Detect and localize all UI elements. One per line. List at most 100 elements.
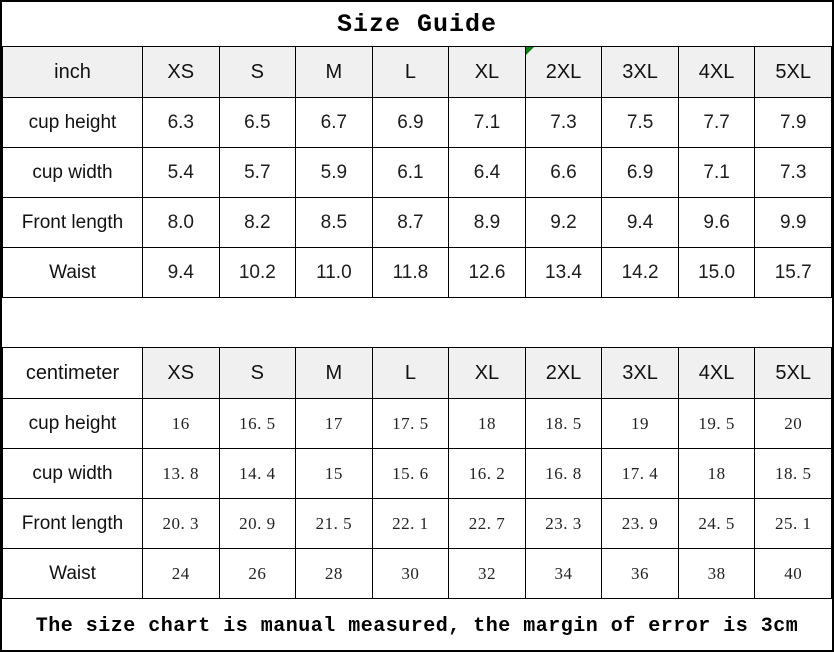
table-row: Front length 8.0 8.2 8.5 8.7 8.9 9.2 9.4…: [2, 197, 832, 248]
size-value-cell: 12.6: [448, 247, 526, 298]
size-value-cell: 7.3: [524, 97, 603, 148]
size-value-cell: 16. 5: [218, 398, 297, 449]
size-value-cell: 13. 8: [142, 448, 220, 499]
row-label: cup height: [2, 97, 143, 148]
size-value-cell: 14. 4: [218, 448, 297, 499]
size-value-cell: 17. 5: [371, 398, 450, 449]
size-value-cell: 15.7: [754, 247, 832, 298]
page-title: Size Guide: [336, 9, 498, 39]
size-column-header: S: [218, 347, 297, 399]
row-label: cup width: [2, 147, 143, 198]
unit-header-centimeter: centimeter: [2, 347, 143, 399]
size-column-header: M: [295, 46, 373, 98]
size-column-header: M: [295, 347, 373, 399]
table-row: Waist 24 26 28 30 32 34 36 38 40: [2, 548, 832, 599]
size-value-cell: 38: [677, 548, 756, 599]
size-value-cell: 7.1: [677, 147, 756, 198]
size-value-cell: 16. 8: [524, 448, 603, 499]
size-value-cell: 6.9: [601, 147, 679, 198]
size-value-cell: 30: [371, 548, 450, 599]
size-column-header: L: [371, 46, 450, 98]
centimeter-size-table: centimeter XS S M L XL 2XL 3XL 4XL 5XL c…: [2, 347, 832, 599]
size-column-header: L: [371, 347, 450, 399]
size-column-header: S: [218, 46, 297, 98]
table-row: cup width 5.4 5.7 5.9 6.1 6.4 6.6 6.9 7.…: [2, 147, 832, 198]
centimeter-header-row: centimeter XS S M L XL 2XL 3XL 4XL 5XL: [2, 347, 832, 399]
size-value-cell: 7.3: [754, 147, 832, 198]
size-value-cell: 22. 1: [371, 498, 450, 549]
inch-header-row: inch XS S M L XL 2XL 3XL 4XL 5XL: [2, 46, 832, 98]
size-value-cell: 9.4: [142, 247, 220, 298]
size-column-header: 3XL: [601, 347, 679, 399]
size-value-cell: 22. 7: [448, 498, 526, 549]
size-value-cell: 20. 3: [142, 498, 220, 549]
size-column-header: 2XL: [524, 46, 603, 98]
row-label: cup height: [2, 398, 143, 449]
size-value-cell: 15. 6: [371, 448, 450, 499]
table-row: cup height 6.3 6.5 6.7 6.9 7.1 7.3 7.5 7…: [2, 97, 832, 148]
size-column-header: 4XL: [677, 347, 756, 399]
size-value-cell: 34: [524, 548, 603, 599]
size-value-cell: 18. 5: [754, 448, 832, 499]
size-value-cell: 13.4: [524, 247, 603, 298]
size-value-cell: 14.2: [601, 247, 679, 298]
size-value-cell: 10.2: [218, 247, 297, 298]
size-value-cell: 6.6: [524, 147, 603, 198]
size-value-cell: 19. 5: [677, 398, 756, 449]
row-label: Front length: [2, 197, 143, 248]
row-label: Waist: [2, 247, 143, 298]
size-value-cell: 7.5: [601, 97, 679, 148]
footer-note: The size chart is manual measured, the m…: [35, 614, 799, 638]
row-label: cup width: [2, 448, 143, 499]
size-value-cell: 26: [218, 548, 297, 599]
size-value-cell: 28: [295, 548, 373, 599]
size-value-cell: 16. 2: [448, 448, 526, 499]
size-value-cell: 6.1: [371, 147, 450, 198]
size-value-cell: 17: [295, 398, 373, 449]
size-value-cell: 18: [448, 398, 526, 449]
size-value-cell: 20: [754, 398, 832, 449]
size-value-cell: 24. 5: [677, 498, 756, 549]
spacer-row: [2, 298, 832, 347]
size-value-cell: 9.4: [601, 197, 679, 248]
size-column-header: XL: [448, 46, 526, 98]
size-value-cell: 7.1: [448, 97, 526, 148]
table-row: Front length 20. 3 20. 9 21. 5 22. 1 22.…: [2, 498, 832, 549]
size-value-cell: 23. 3: [524, 498, 603, 549]
size-column-header: 5XL: [754, 46, 832, 98]
size-value-cell: 19: [601, 398, 679, 449]
size-column-header: 2XL: [524, 347, 603, 399]
size-value-cell: 7.9: [754, 97, 832, 148]
size-value-cell: 21. 5: [295, 498, 373, 549]
size-value-cell: 7.7: [677, 97, 756, 148]
size-value-cell: 8.2: [218, 197, 297, 248]
size-value-cell: 6.4: [448, 147, 526, 198]
size-value-cell: 9.9: [754, 197, 832, 248]
size-value-cell: 15.0: [677, 247, 756, 298]
size-column-header: 4XL: [677, 46, 756, 98]
green-triangle-marker: [526, 47, 534, 55]
table-row: cup height 16 16. 5 17 17. 5 18 18. 5 19…: [2, 398, 832, 449]
size-value-cell: 40: [754, 548, 832, 599]
table-row: Waist 9.4 10.2 11.0 11.8 12.6 13.4 14.2 …: [2, 247, 832, 298]
size-value-cell: 20. 9: [218, 498, 297, 549]
size-value-cell: 8.9: [448, 197, 526, 248]
size-value-cell: 8.0: [142, 197, 220, 248]
size-value-cell: 8.7: [371, 197, 450, 248]
size-value-cell: 6.5: [218, 97, 297, 148]
size-value-cell: 36: [601, 548, 679, 599]
size-value-cell: 8.5: [295, 197, 373, 248]
size-column-header-label: 2XL: [545, 60, 582, 83]
size-value-cell: 5.9: [295, 147, 373, 198]
row-label: Front length: [2, 498, 143, 549]
size-value-cell: 6.7: [295, 97, 373, 148]
size-value-cell: 18. 5: [524, 398, 603, 449]
size-value-cell: 17. 4: [601, 448, 679, 499]
size-value-cell: 6.9: [371, 97, 450, 148]
size-value-cell: 11.8: [371, 247, 450, 298]
size-value-cell: 9.6: [677, 197, 756, 248]
size-value-cell: 23. 9: [601, 498, 679, 549]
size-value-cell: 5.7: [218, 147, 297, 198]
size-value-cell: 11.0: [295, 247, 373, 298]
